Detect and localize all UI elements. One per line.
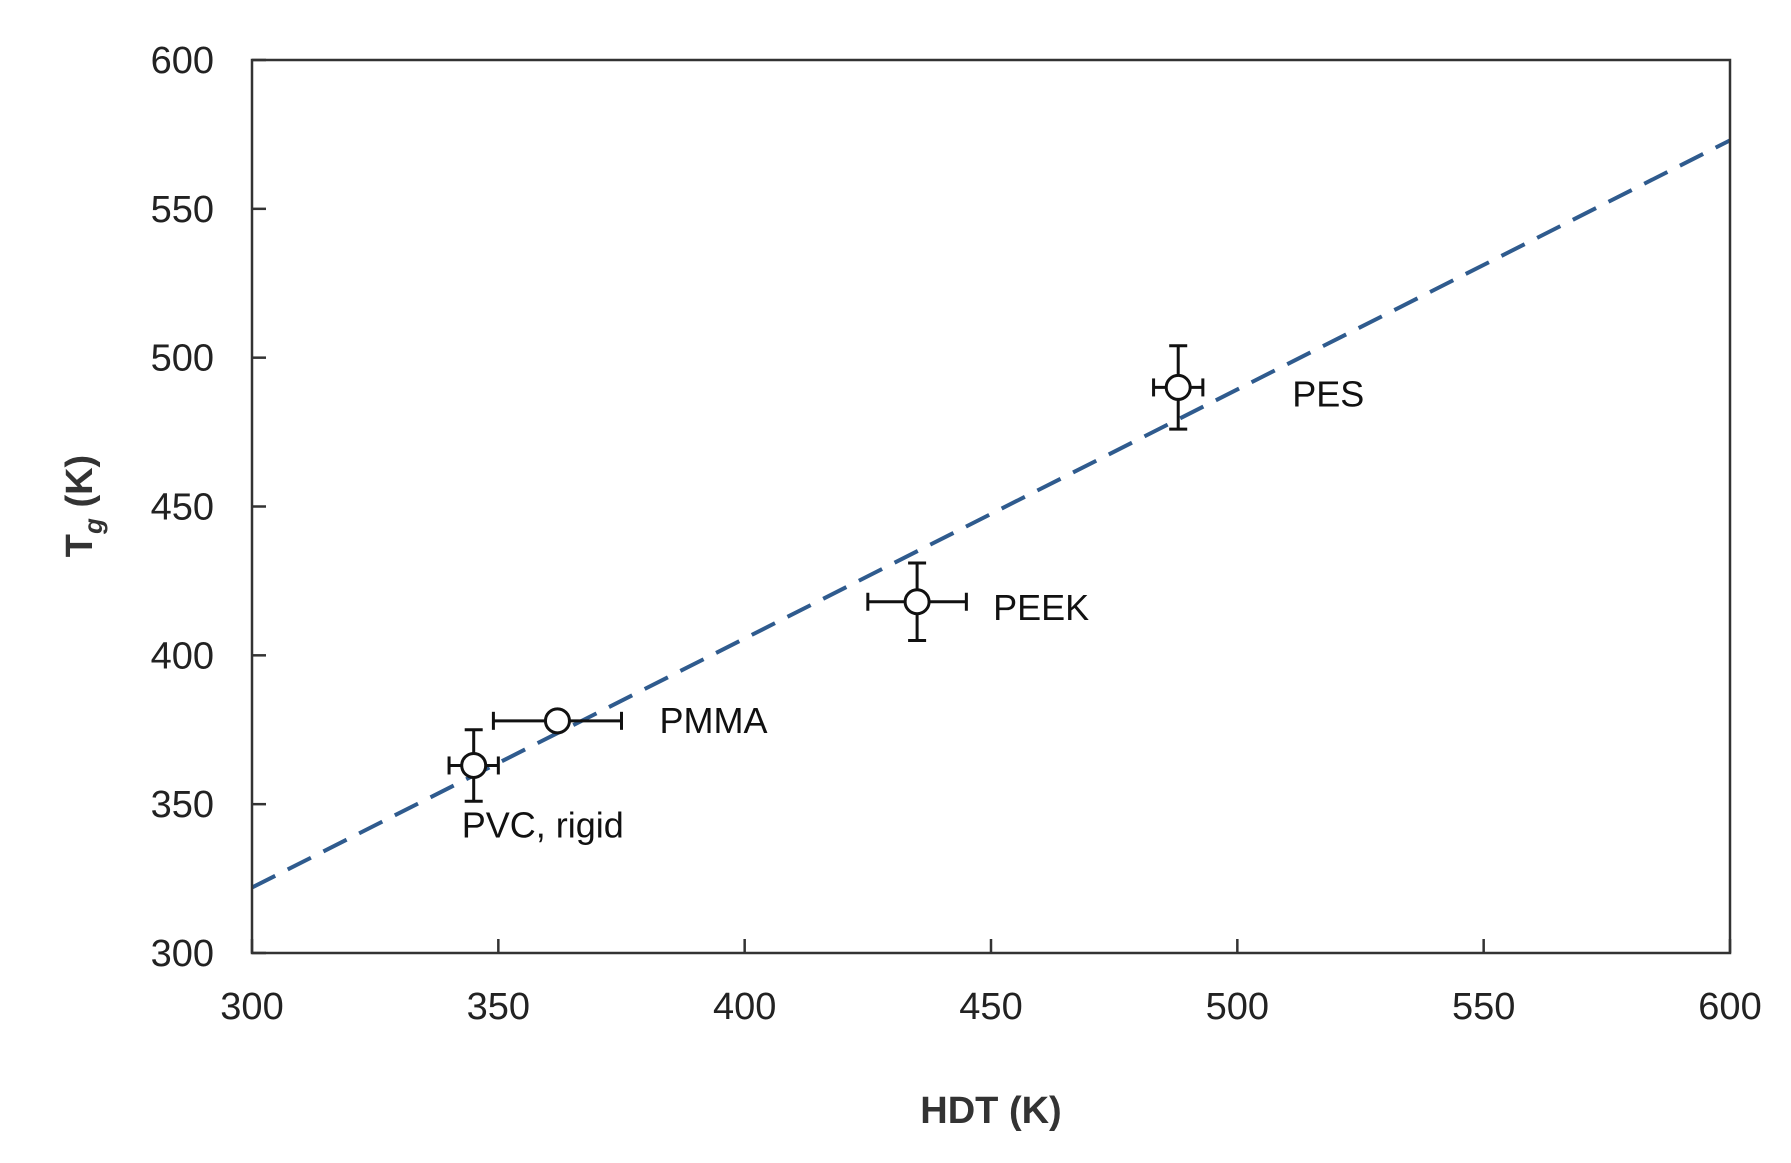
point-label: PES: [1292, 373, 1364, 414]
point-label: PEEK: [993, 587, 1089, 628]
y-axis-title-subscript: g: [78, 518, 108, 535]
point-label: PMMA: [659, 700, 767, 741]
x-tick-label: 550: [1452, 986, 1515, 1028]
point-marker: [460, 751, 488, 779]
point-marker: [903, 588, 931, 616]
data-point: PMMA: [491, 700, 767, 741]
x-tick-label: 350: [467, 986, 530, 1028]
y-tick-label: 450: [151, 487, 214, 529]
x-tick-label: 500: [1206, 986, 1269, 1028]
point-marker: [1164, 373, 1192, 401]
x-tick-label: 600: [1698, 986, 1761, 1028]
x-tick-label: 400: [713, 986, 776, 1028]
y-axis-title-main: T: [59, 534, 101, 557]
x-axis: 300 350 400 450 500 550 600: [220, 939, 1762, 1028]
point-label: PVC, rigid: [462, 804, 624, 845]
y-axis: 300 350 400 450 500 550 600: [151, 40, 266, 975]
y-axis-title-unit: (K): [59, 455, 101, 518]
x-tick-label: 300: [220, 986, 283, 1028]
data-point: PES: [1152, 344, 1364, 431]
y-tick-label: 300: [151, 933, 214, 975]
y-axis-title: Tg (K): [59, 455, 108, 557]
x-tick-label: 450: [959, 986, 1022, 1028]
data-points: PVC, rigid PMMA PEEK PES: [447, 344, 1364, 845]
y-tick-label: 350: [151, 784, 214, 826]
data-point: PVC, rigid: [447, 728, 624, 845]
x-axis-title: HDT (K): [920, 1090, 1061, 1132]
data-point: PEEK: [866, 561, 1089, 642]
y-tick-label: 600: [151, 40, 214, 82]
trendline: [251, 138, 1731, 890]
y-tick-label: 500: [151, 338, 214, 380]
point-marker: [543, 707, 571, 735]
trendline-layer: [251, 138, 1731, 890]
y-tick-label: 400: [151, 635, 214, 677]
y-tick-label: 550: [151, 189, 214, 231]
